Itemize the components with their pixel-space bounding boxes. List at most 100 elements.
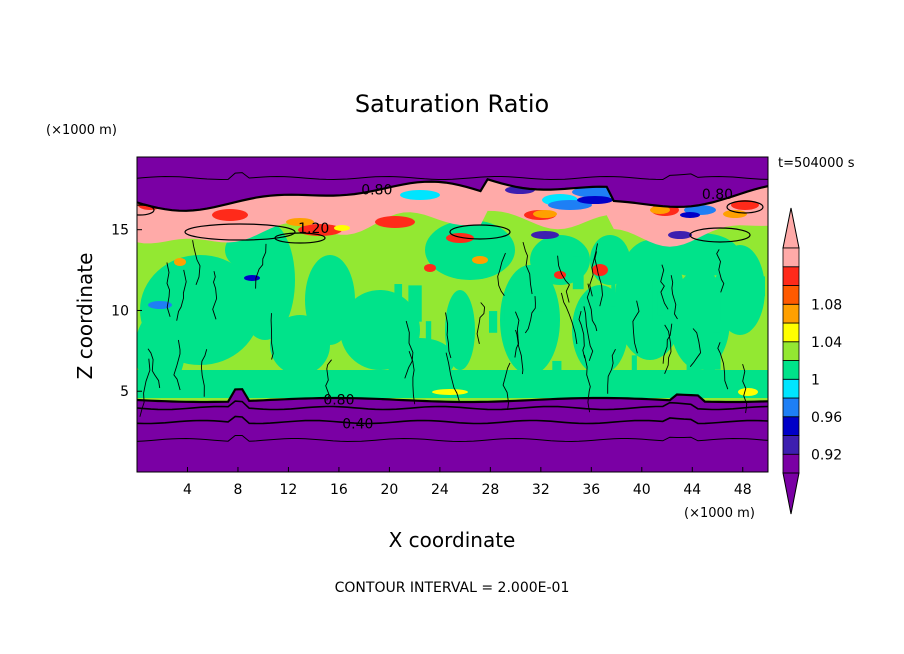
cold-cell (244, 275, 260, 281)
contour-line (522, 241, 533, 295)
teal-patch (590, 235, 630, 285)
contour-line (476, 302, 486, 344)
contour-line (325, 359, 332, 401)
cirrus-cell (731, 200, 759, 210)
x-tick-label: 36 (582, 482, 600, 498)
contour-line (583, 354, 591, 413)
contour-label: 0.80 (702, 187, 733, 203)
x-tick-label: 40 (633, 482, 651, 498)
contour-line (137, 435, 768, 443)
contour-label: 0.80 (323, 392, 354, 408)
teal-streak (394, 284, 403, 315)
contour-line (255, 243, 267, 289)
cirrus-cell (375, 216, 415, 228)
colorbar-tick-label: 1 (811, 372, 820, 388)
contour-line (578, 310, 586, 359)
contour-line (404, 320, 414, 379)
colorbar-segment (782, 453, 800, 474)
x-axis-ticks: 4 8 12 16 20 24 28 32 36 40 44 48 (183, 467, 752, 498)
cirrus-cell (174, 258, 186, 266)
contour-line (445, 352, 461, 403)
colorbar-segment (782, 247, 800, 268)
contour-line (147, 348, 161, 389)
colorbar-segment (782, 303, 800, 324)
teal-streak (611, 283, 616, 307)
teal-patch (270, 315, 330, 375)
cirrus-cell (650, 206, 670, 214)
contour-lower-boundary (137, 388, 768, 404)
teal-streak (194, 298, 200, 316)
colorbar-segment (782, 266, 800, 286)
colorbar-segment (782, 416, 800, 436)
x-tick-label: 20 (380, 482, 398, 498)
x-tick-label: 24 (431, 482, 449, 498)
cold-cell (531, 231, 559, 239)
colorbar-segment (782, 360, 800, 380)
chart-title: Saturation Ratio (355, 90, 549, 118)
teal-streak (710, 332, 721, 370)
contour-loop (449, 224, 511, 240)
cold-cell (148, 301, 172, 309)
contour-line (166, 262, 171, 317)
contour-labels: 0.80 0.80 1.20 0.80 0.40 (298, 182, 733, 432)
teal-streak (657, 289, 664, 316)
contour-line (212, 271, 218, 320)
colorbar-extend-top (782, 207, 800, 249)
contour-loop (689, 227, 751, 243)
cirrus-cell (472, 256, 488, 264)
contour-line (742, 363, 748, 414)
y-units-label: (×1000 m) (46, 123, 117, 138)
colorbar-segment (782, 435, 800, 455)
colorbar-tick-label: 1.08 (811, 297, 842, 313)
teal-streak (504, 292, 513, 322)
contour-line (515, 329, 524, 375)
contour-line (497, 252, 506, 296)
contour-loop (274, 232, 326, 244)
contour-line (408, 350, 416, 405)
contour-line (716, 249, 725, 293)
cirrus-cell (533, 210, 557, 218)
teal-streak (488, 311, 498, 333)
colorbar-segment (782, 378, 800, 399)
contour-line (583, 306, 594, 362)
teal-patch (425, 220, 515, 280)
contour-line (137, 400, 768, 411)
cirrus-cell (212, 209, 248, 221)
colorbar-segment (782, 285, 800, 305)
cirrus-cell (286, 218, 314, 226)
contour-line (594, 251, 603, 307)
contour-line (137, 172, 768, 181)
y-tick-label: 5 (120, 384, 129, 400)
cirrus-cell (738, 388, 758, 396)
field-plot (137, 157, 768, 472)
x-tick-label: 32 (532, 482, 550, 498)
contour-line (607, 348, 616, 394)
teal-streak (701, 256, 710, 285)
contour-line (662, 323, 673, 364)
colorbar-segment (782, 341, 800, 361)
x-tick-label: 16 (330, 482, 348, 498)
contour-line (270, 313, 274, 360)
cirrus-cell (432, 389, 468, 395)
y-axis-ticks: 5 10 15 (111, 223, 142, 400)
contour-line (445, 312, 452, 359)
contour-label: 1.20 (298, 221, 329, 237)
contour-line (664, 324, 672, 374)
teal-streak (591, 313, 600, 359)
cold-cell (680, 212, 700, 218)
contour-lines (137, 172, 768, 443)
teal-streak (572, 256, 584, 290)
cirrus-cell (723, 210, 747, 218)
y-tick-label: 15 (111, 223, 129, 239)
contour-line (502, 362, 511, 411)
colorbar-segment (782, 397, 800, 418)
contour-line (586, 283, 598, 332)
contour-line (589, 243, 598, 297)
contour-upper-boundary (137, 178, 768, 212)
contour-line (137, 415, 768, 425)
cirrus-cell (592, 264, 608, 276)
x-axis-label: X coordinate (389, 528, 516, 552)
contour-line (670, 275, 678, 320)
contour-line (139, 358, 151, 417)
